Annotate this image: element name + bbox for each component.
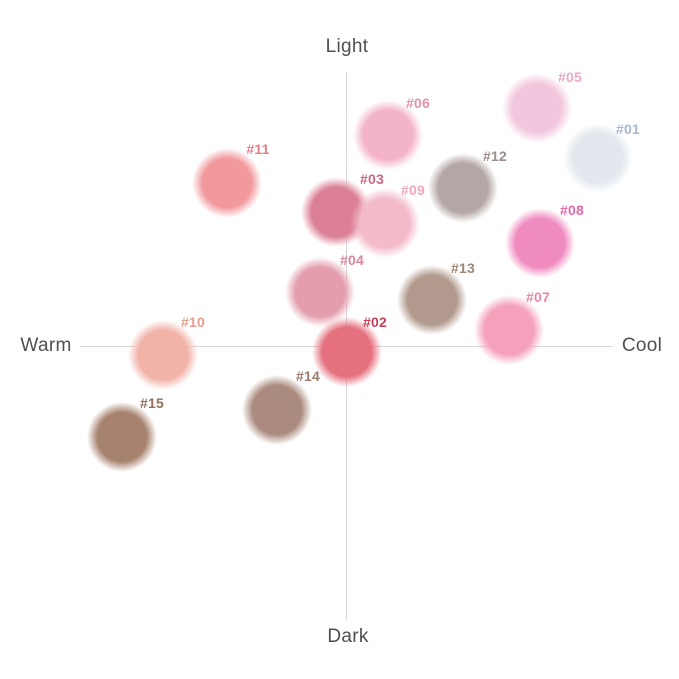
swatch-label-04: #04 <box>340 252 364 268</box>
swatch-label-01: #01 <box>616 121 640 137</box>
swatch-11 <box>192 148 262 218</box>
swatch-09 <box>350 188 420 258</box>
swatch-label-14: #14 <box>296 368 320 384</box>
swatch-08 <box>505 208 575 278</box>
swatch-12 <box>428 153 498 223</box>
swatch-label-09: #09 <box>401 182 425 198</box>
swatch-label-12: #12 <box>483 148 507 164</box>
swatch-label-10: #10 <box>181 314 205 330</box>
swatch-label-13: #13 <box>451 260 475 276</box>
axis-label-light: Light <box>325 36 369 57</box>
axis-label-cool: Cool <box>621 335 663 356</box>
swatch-15 <box>87 402 157 472</box>
swatch-label-06: #06 <box>406 95 430 111</box>
swatch-label-11: #11 <box>246 141 270 157</box>
swatch-13 <box>397 265 467 335</box>
swatch-label-15: #15 <box>140 395 164 411</box>
axis-label-warm: Warm <box>20 335 72 356</box>
swatch-04 <box>285 257 355 327</box>
swatch-05 <box>502 73 572 143</box>
swatch-label-05: #05 <box>558 69 582 85</box>
swatch-06 <box>353 100 423 170</box>
swatch-label-07: #07 <box>526 289 550 305</box>
swatch-label-08: #08 <box>560 202 584 218</box>
swatch-label-02: #02 <box>363 314 387 330</box>
swatch-02 <box>312 317 382 387</box>
axis-label-dark: Dark <box>327 626 369 647</box>
swatch-10 <box>128 320 198 390</box>
swatch-07 <box>474 295 544 365</box>
swatch-label-03: #03 <box>360 171 384 187</box>
swatch-01 <box>563 123 633 193</box>
swatch-14 <box>242 375 312 445</box>
